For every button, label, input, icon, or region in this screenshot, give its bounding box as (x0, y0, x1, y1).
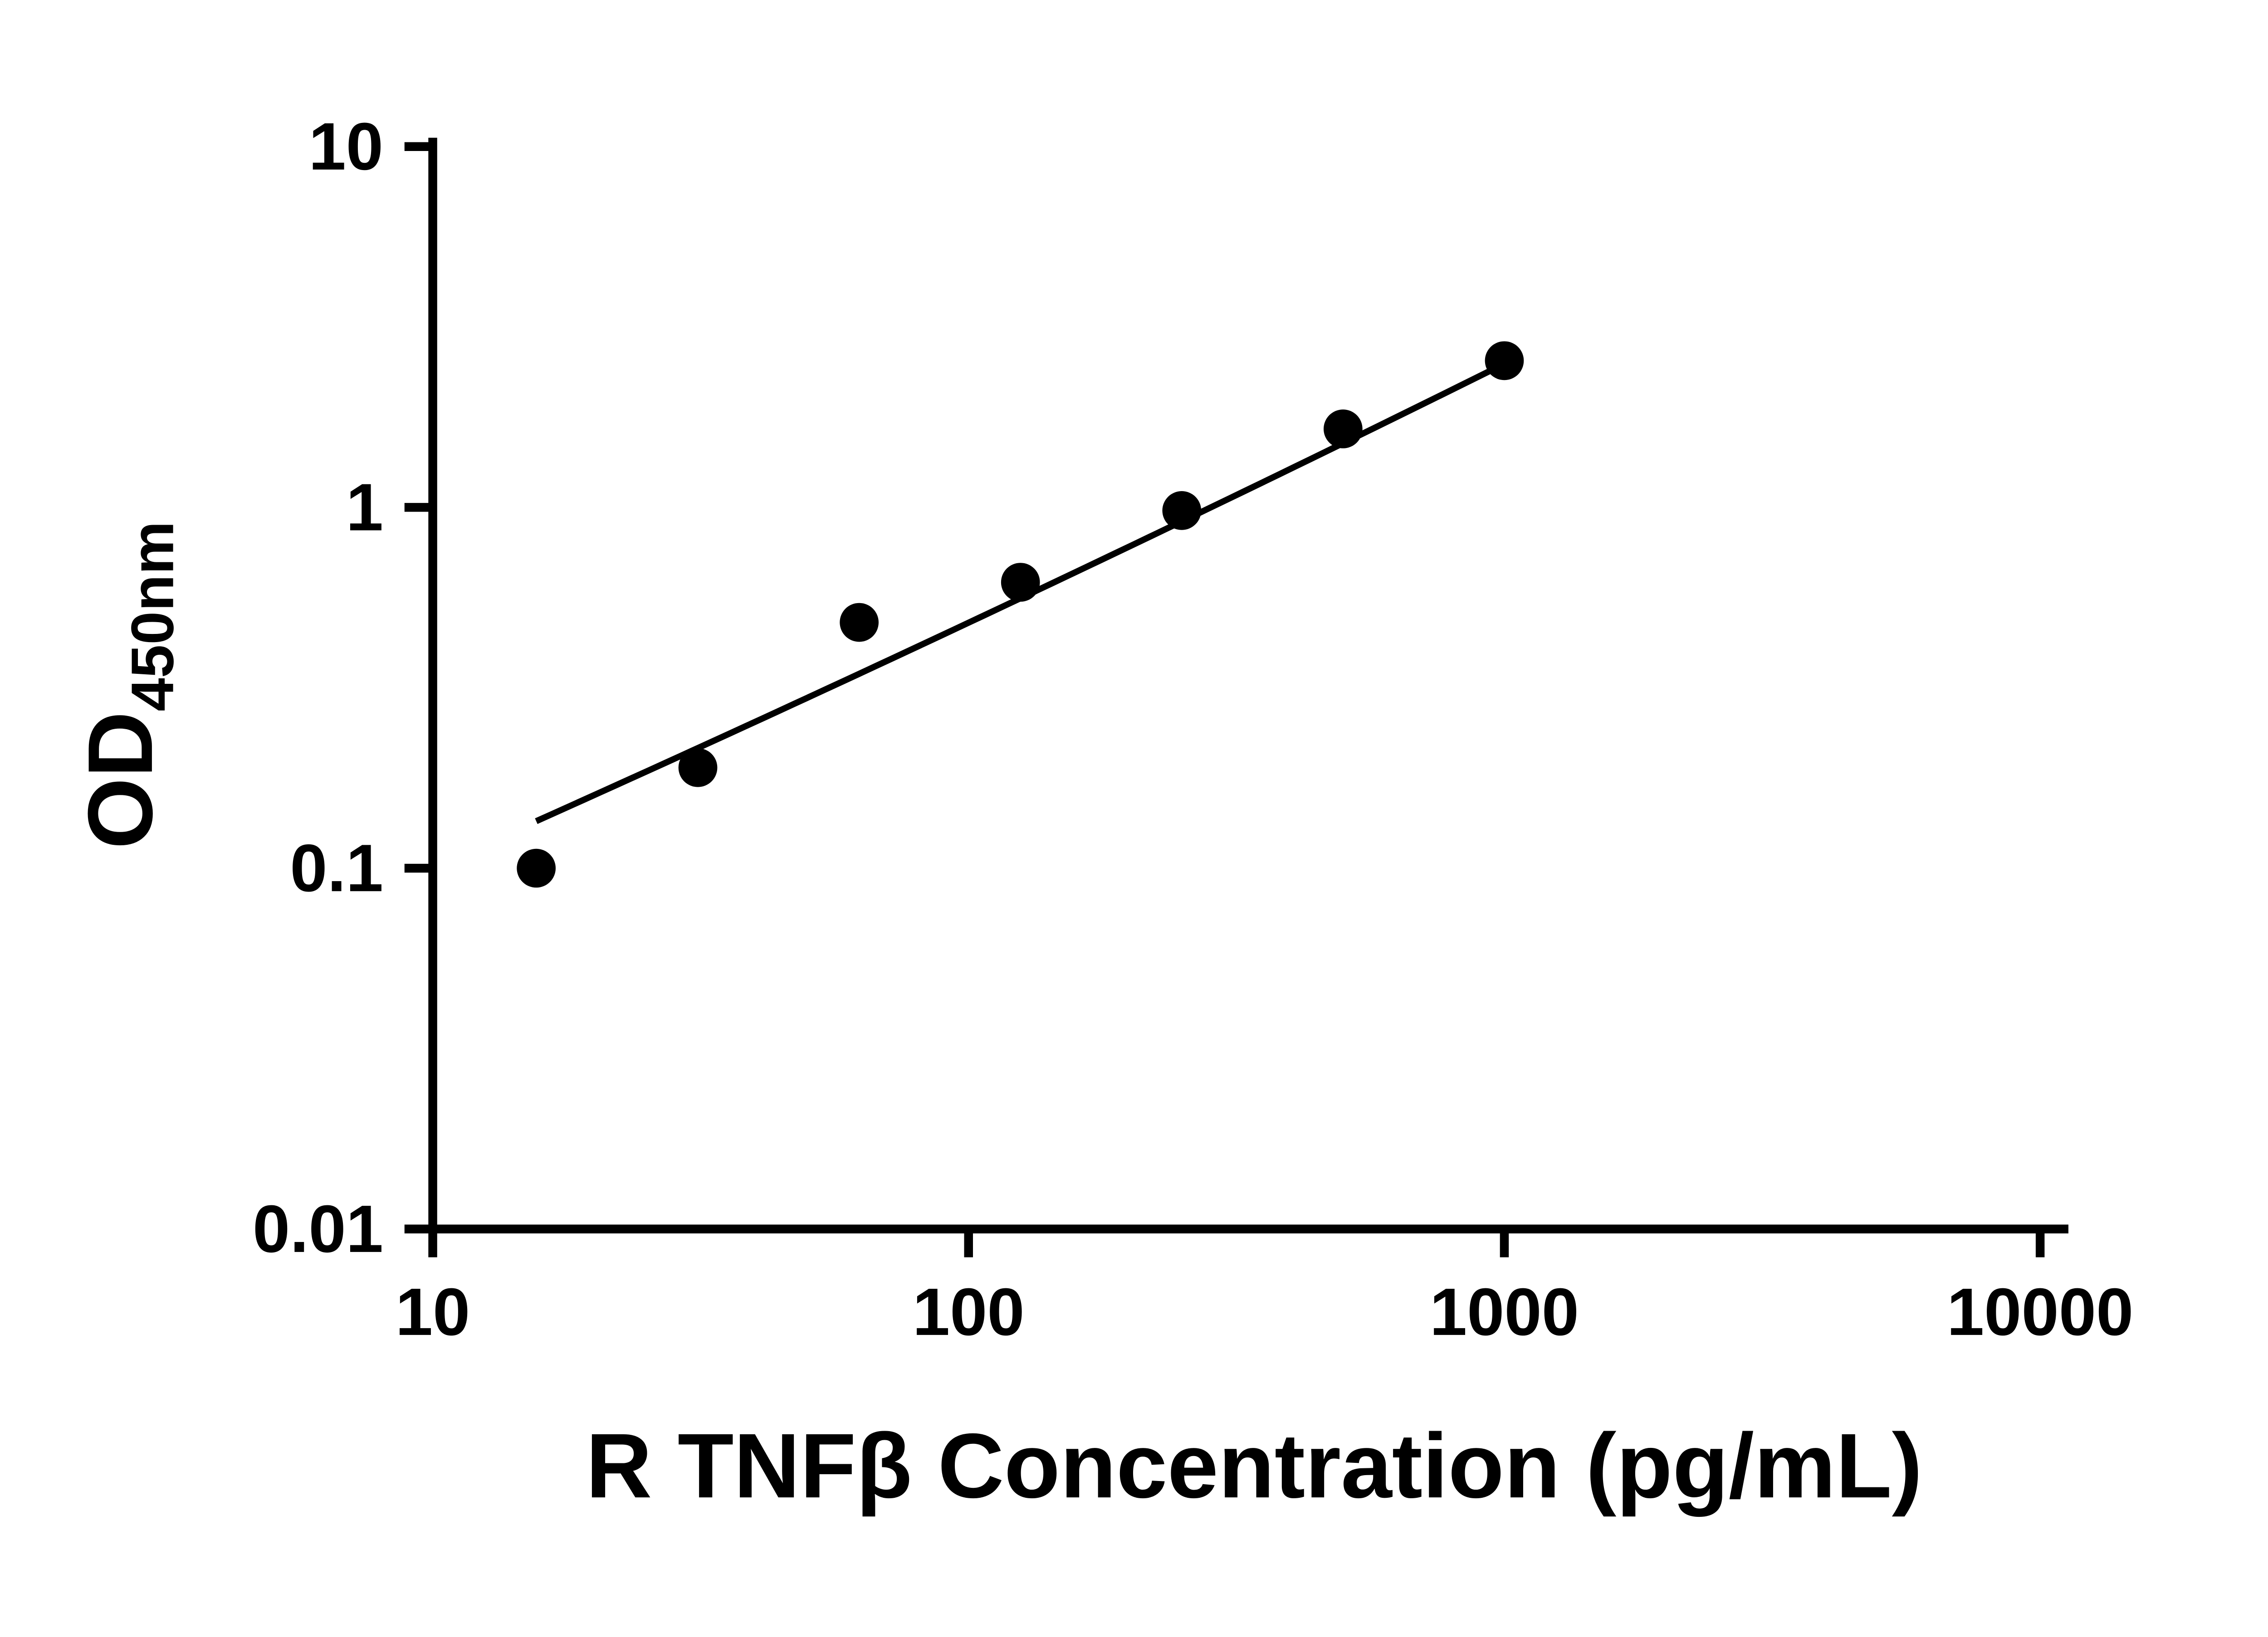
data-point (517, 848, 556, 888)
data-point (1485, 341, 1524, 380)
y-axis-title-subscript: 450nm (119, 521, 186, 711)
y-axis-title-main: OD (69, 711, 171, 849)
axis-spine (428, 137, 2068, 1234)
x-tick-label: 10000 (1947, 1275, 2133, 1350)
data-point (678, 748, 718, 787)
page: 10 100 1000 10000 0.01 0.1 1 10 R TNFβ Concentr… (68, 109, 2134, 1517)
y-tick-label: 1 (346, 470, 383, 545)
tick-labels: 10 100 1000 10000 0.01 0.1 1 10 (253, 109, 2133, 1350)
y-tick-label: 0.01 (253, 1192, 383, 1267)
data-point (1001, 563, 1040, 602)
x-axis-title: R TNFβ Concentration (pg/mL) (586, 1414, 1922, 1517)
axes (404, 137, 2068, 1257)
data-point (1162, 491, 1202, 530)
y-axis-title: OD450nm (69, 521, 186, 849)
data-points (517, 341, 1524, 888)
elisa-standard-curve-svg: 10 100 1000 10000 0.01 0.1 1 10 R TNFβ Concentr… (68, 109, 2134, 1517)
y-tick-label: 0.1 (290, 831, 383, 906)
x-tick-label: 1000 (1430, 1275, 1579, 1350)
elisa-standard-curve-figure: 10 100 1000 10000 0.01 0.1 1 10 R TNFβ Concentr… (68, 109, 2134, 1517)
x-tick-label: 100 (913, 1275, 1025, 1350)
data-point (840, 603, 879, 642)
data-point (1324, 409, 1363, 448)
x-tick-label: 10 (396, 1275, 470, 1350)
y-tick-label: 10 (308, 109, 383, 184)
